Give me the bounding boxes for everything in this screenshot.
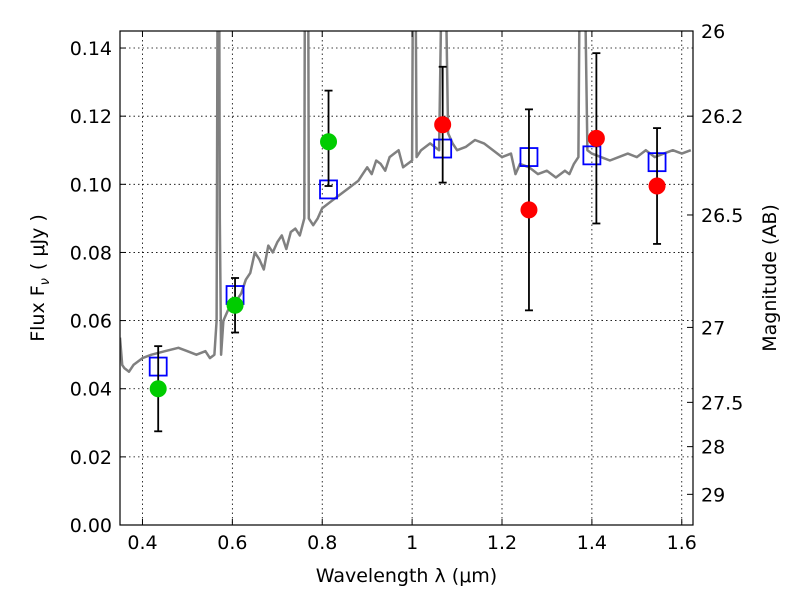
plot-content xyxy=(120,31,692,433)
spectrum-line xyxy=(120,31,692,373)
y-tick-label: 0.12 xyxy=(70,106,112,128)
x-tick-label: 1.6 xyxy=(667,532,697,554)
observed-flux-point xyxy=(149,380,167,398)
x-tick-label: 0.6 xyxy=(217,532,247,554)
observed-flux-point xyxy=(520,201,538,219)
y-tick-label: 0.04 xyxy=(70,379,112,401)
y-tick-label: 0.14 xyxy=(70,38,112,60)
right-tick-label: 26.2 xyxy=(701,106,743,128)
observed-flux-point xyxy=(434,116,452,134)
y-axis-label-unit: ( μJy ) xyxy=(27,214,49,270)
y-axis-label: Flux Fν ( μJy ) xyxy=(27,214,53,342)
y-axis-label-main: Flux F xyxy=(27,285,49,341)
observed-flux-point xyxy=(587,129,605,147)
x-tick-label: 1 xyxy=(406,532,418,554)
y-tick-label: 0.00 xyxy=(70,515,112,537)
x-tick-label: 0.8 xyxy=(307,532,337,554)
plot-frame xyxy=(119,30,694,526)
right-tick-label: 29 xyxy=(701,484,725,506)
right-tick-label: 27.5 xyxy=(701,392,743,414)
right-tick-label: 28 xyxy=(701,437,725,459)
observed-flux-point xyxy=(648,177,666,195)
x-tick-label: 1.4 xyxy=(577,532,607,554)
right-tick-label: 26.5 xyxy=(701,205,743,227)
right-axis-label: Magnitude (AB) xyxy=(759,204,781,352)
axis-ticks: 0.4 0.6 0.8 1 1.2 1.4 1.6 0.00 0.02 0.04 0.06 0.08 0… xyxy=(70,21,744,554)
x-tick-label: 0.4 xyxy=(127,532,157,554)
y-axis-label-group: Flux Fν ( μJy ) xyxy=(27,214,53,342)
right-tick-label: 27 xyxy=(701,317,725,339)
model-square-point xyxy=(582,145,602,166)
x-axis-label: Wavelength λ (μm) xyxy=(316,565,497,587)
observed-flux-point xyxy=(320,133,338,151)
y-tick-label: 0.06 xyxy=(70,311,112,333)
x-tick-label: 1.2 xyxy=(487,532,517,554)
grid xyxy=(120,31,693,526)
y-axis-label-subscript: ν xyxy=(38,278,53,285)
right-tick-label: 26 xyxy=(701,21,725,43)
y-tick-label: 0.08 xyxy=(70,242,112,264)
y-tick-label: 0.10 xyxy=(70,174,112,196)
y-tick-label: 0.02 xyxy=(70,447,112,469)
observed-flux-point xyxy=(226,296,244,314)
